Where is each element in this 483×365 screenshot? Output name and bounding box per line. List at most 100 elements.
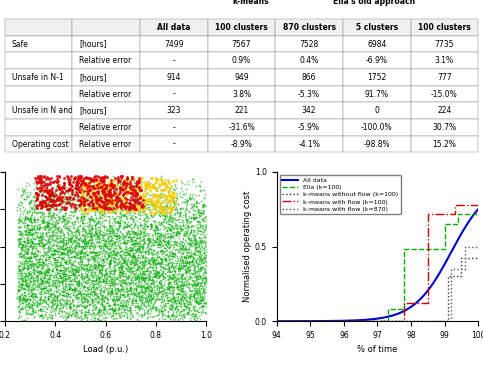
Point — [78, 231, 85, 237]
Point — [50, 255, 57, 261]
Point — [167, 314, 175, 319]
Point — [88, 236, 96, 242]
Point — [122, 284, 129, 290]
Point — [87, 234, 95, 240]
Point — [78, 181, 85, 187]
Point — [139, 246, 147, 252]
Point — [36, 235, 43, 241]
Point — [19, 238, 27, 243]
Point — [187, 205, 195, 211]
Point — [28, 240, 36, 246]
Point — [111, 278, 119, 284]
Point — [123, 257, 131, 262]
Point — [151, 238, 158, 244]
Point — [157, 260, 165, 266]
Point — [156, 211, 163, 217]
Point — [44, 276, 52, 281]
Point — [44, 202, 52, 208]
Point — [174, 303, 182, 309]
Point — [119, 288, 127, 294]
Point — [192, 200, 200, 205]
Point — [31, 250, 39, 256]
Point — [90, 191, 98, 197]
Point — [188, 195, 196, 201]
Point — [26, 240, 34, 246]
Point — [43, 181, 51, 187]
Point — [43, 184, 50, 190]
Point — [148, 265, 156, 271]
Point — [82, 239, 90, 245]
Point — [17, 249, 25, 255]
Point — [73, 282, 81, 288]
Point — [105, 253, 113, 258]
Point — [152, 306, 160, 312]
Point — [31, 260, 39, 265]
Point — [172, 218, 180, 223]
Point — [51, 312, 58, 318]
Point — [82, 249, 89, 255]
Point — [115, 255, 123, 261]
All data — [355, 318, 361, 322]
Point — [60, 287, 68, 292]
Point — [40, 287, 48, 292]
Point — [51, 178, 59, 184]
Point — [38, 277, 45, 283]
Point — [155, 274, 163, 280]
Point — [157, 285, 165, 291]
Point — [129, 183, 137, 189]
Point — [126, 259, 134, 265]
Point — [49, 222, 57, 228]
Point — [96, 290, 103, 296]
Point — [79, 285, 86, 291]
Point — [111, 256, 118, 262]
Point — [93, 251, 100, 257]
Point — [183, 304, 191, 310]
Point — [71, 272, 78, 277]
Point — [161, 196, 169, 202]
Point — [137, 230, 144, 235]
Point — [98, 303, 106, 309]
Point — [15, 238, 23, 244]
Point — [27, 262, 35, 268]
Point — [105, 253, 113, 258]
Point — [145, 201, 153, 207]
Point — [113, 194, 120, 200]
Point — [88, 313, 96, 319]
Point — [88, 318, 96, 324]
Point — [160, 216, 168, 222]
Point — [17, 254, 25, 260]
Point — [199, 204, 207, 210]
Point — [57, 306, 65, 311]
Point — [25, 304, 33, 310]
Point — [23, 235, 30, 241]
Point — [128, 264, 136, 270]
Point — [132, 286, 140, 292]
Point — [28, 250, 36, 256]
Point — [106, 218, 114, 224]
Point — [188, 260, 196, 265]
Point — [68, 263, 75, 269]
Point — [191, 242, 199, 248]
Point — [191, 294, 199, 300]
Point — [41, 256, 49, 262]
Point — [139, 225, 146, 231]
Point — [133, 178, 141, 184]
Point — [160, 238, 168, 244]
Point — [183, 247, 190, 253]
Point — [191, 287, 199, 292]
Point — [39, 242, 47, 247]
Point — [145, 240, 153, 246]
Point — [122, 246, 129, 252]
Point — [38, 230, 45, 235]
Point — [200, 283, 208, 288]
Point — [180, 254, 188, 260]
Point — [150, 284, 158, 290]
Point — [27, 278, 34, 284]
Point — [178, 280, 186, 286]
Point — [35, 263, 43, 269]
Point — [55, 174, 63, 180]
Point — [142, 179, 149, 185]
Point — [30, 302, 38, 308]
Point — [178, 280, 186, 286]
Point — [193, 287, 200, 293]
